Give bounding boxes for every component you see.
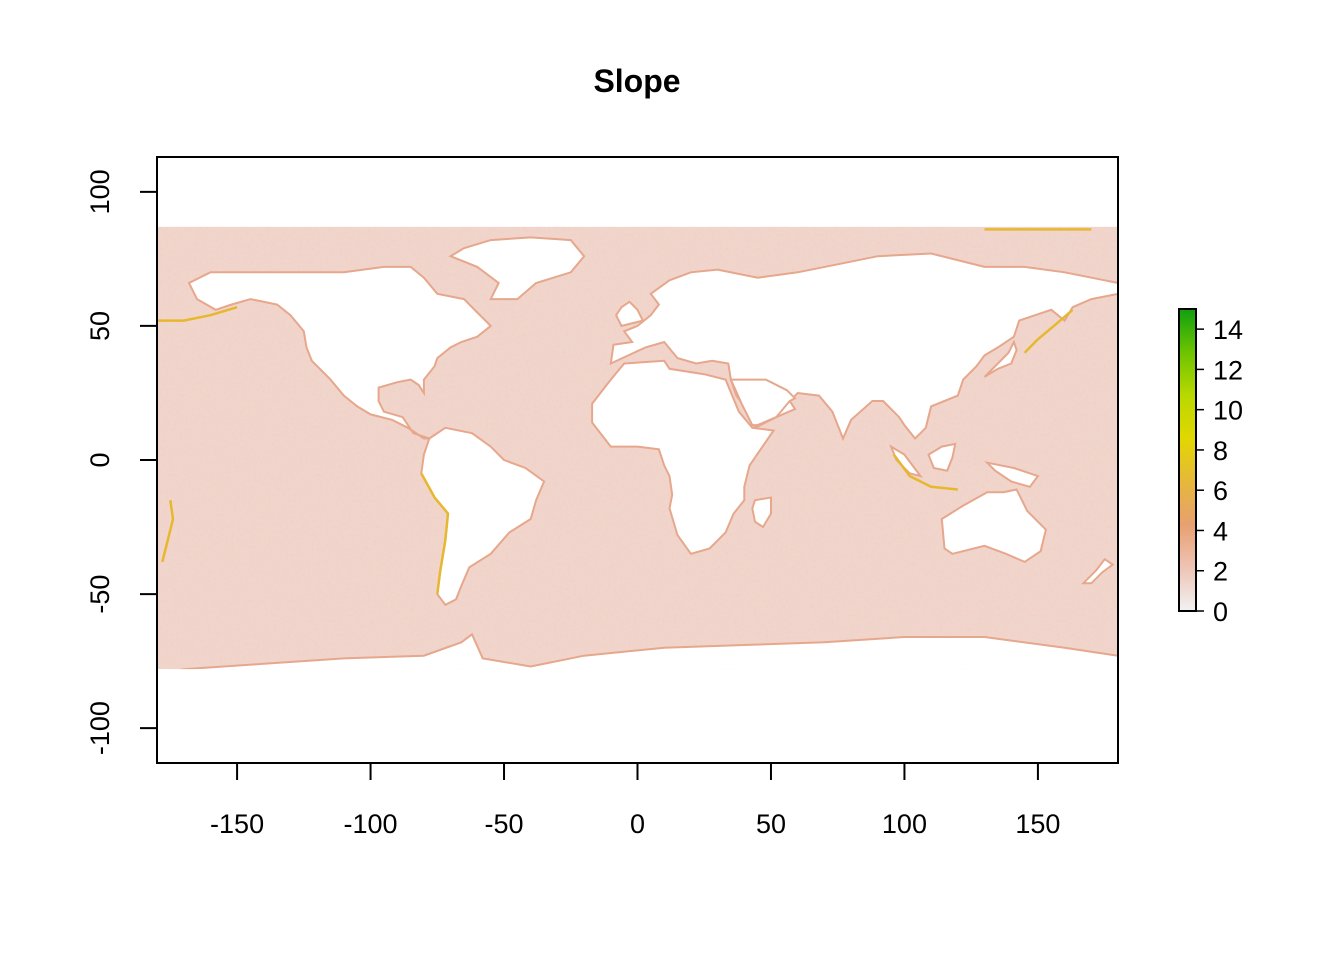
- java-trench-line: [892, 453, 958, 491]
- british-isles-land: [614, 300, 645, 328]
- x-tick-label: 50: [756, 809, 786, 839]
- arabia-land: [729, 378, 797, 427]
- land-masses: [178, 236, 1118, 670]
- andes-trench-line: [420, 472, 450, 595]
- high-slope-features: [157, 228, 1092, 595]
- x-tick-label: -50: [485, 809, 524, 839]
- y-tick-label: 50: [85, 311, 115, 341]
- legend-ticks: 0 2 4 6 8 10 12 14: [1196, 315, 1243, 627]
- legend-tick-label: 4: [1213, 516, 1228, 546]
- x-axis: -150 -100 -50 0 50 100 150: [210, 762, 1060, 839]
- aleutian-trench-line: [157, 306, 238, 322]
- x-tick-label: -100: [344, 809, 398, 839]
- legend-color-bar: [1178, 308, 1197, 612]
- antarctica-land: [178, 632, 1118, 670]
- africa-land: [591, 359, 776, 555]
- legend-tick-label: 6: [1213, 476, 1228, 506]
- y-axis: -100 -50 0 50 100: [85, 169, 158, 755]
- kuril-trench-line: [1023, 308, 1074, 354]
- new-guinea-land: [984, 461, 1040, 488]
- tonga-trench-line: [161, 500, 175, 563]
- x-tick-label: 150: [1015, 809, 1060, 839]
- legend-tick-label: 14: [1213, 315, 1243, 345]
- japan-land: [983, 339, 1018, 378]
- y-tick-label: 0: [85, 452, 115, 467]
- legend-tick-label: 10: [1213, 396, 1243, 426]
- chart-title: Slope: [593, 63, 680, 99]
- australia-land: [940, 488, 1048, 564]
- legend-tick-label: 12: [1213, 355, 1243, 385]
- legend-tick-label: 0: [1213, 597, 1228, 627]
- y-tick-label: -50: [85, 575, 115, 614]
- y-tick-label: -100: [85, 701, 115, 755]
- greenland-land: [448, 236, 586, 301]
- x-tick-label: -150: [210, 809, 264, 839]
- north-america-land: [187, 265, 493, 440]
- madagascar-land: [751, 496, 772, 529]
- legend-tick-label: 2: [1213, 557, 1228, 587]
- x-tick-label: 100: [882, 809, 927, 839]
- slope-raster: [157, 226, 1118, 670]
- y-tick-label: 100: [85, 169, 115, 214]
- x-tick-label: 0: [630, 809, 645, 839]
- legend-tick-label: 8: [1213, 436, 1228, 466]
- borneo-land: [927, 442, 957, 472]
- color-legend: 0 2 4 6 8 10 12 14: [1178, 308, 1243, 627]
- new-zealand-land: [1080, 557, 1115, 585]
